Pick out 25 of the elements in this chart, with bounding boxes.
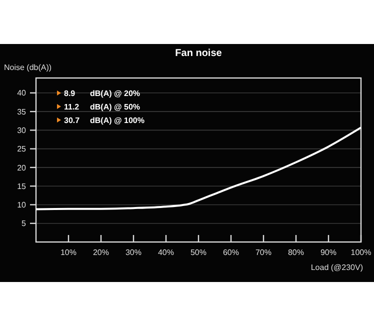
y-tick-label: 10: [17, 200, 27, 210]
text: 11.2 dB(A) @ 50%: [64, 102, 140, 112]
chart-title: Fan noise: [175, 48, 222, 59]
text: 30.7 dB(A) @ 100%: [64, 116, 144, 125]
line-series: [35, 126, 362, 210]
text: 8.9 dB(A) @ 20%: [64, 89, 140, 98]
y-tick-label: 20: [17, 163, 27, 172]
x-tick-label: 40%: [158, 248, 174, 257]
x-tick-label: 50%: [190, 248, 207, 257]
x-tick-label: 60%: [222, 248, 240, 257]
x-tick-label: 80%: [288, 248, 304, 257]
y-tick-label: 40: [17, 88, 27, 98]
x-tick-label: 100%: [350, 248, 372, 257]
y-tick-label: 25: [17, 144, 27, 154]
x-tick-label: 30%: [125, 248, 142, 257]
y-tick-label: 5: [22, 219, 27, 228]
y-tick-label: 30: [17, 126, 27, 135]
x-axis-title: Load (@230V): [310, 263, 364, 272]
x-tick-label: 90%: [320, 248, 337, 257]
y-tick-label: 35: [17, 107, 27, 116]
y-axis-title: Noise (db(A)): [4, 63, 52, 72]
x-tick-label: 20%: [92, 248, 110, 257]
x-tick-label: 10%: [60, 248, 77, 257]
y-tick-label: 15: [17, 182, 27, 191]
x-tick-label: 70%: [255, 248, 272, 257]
